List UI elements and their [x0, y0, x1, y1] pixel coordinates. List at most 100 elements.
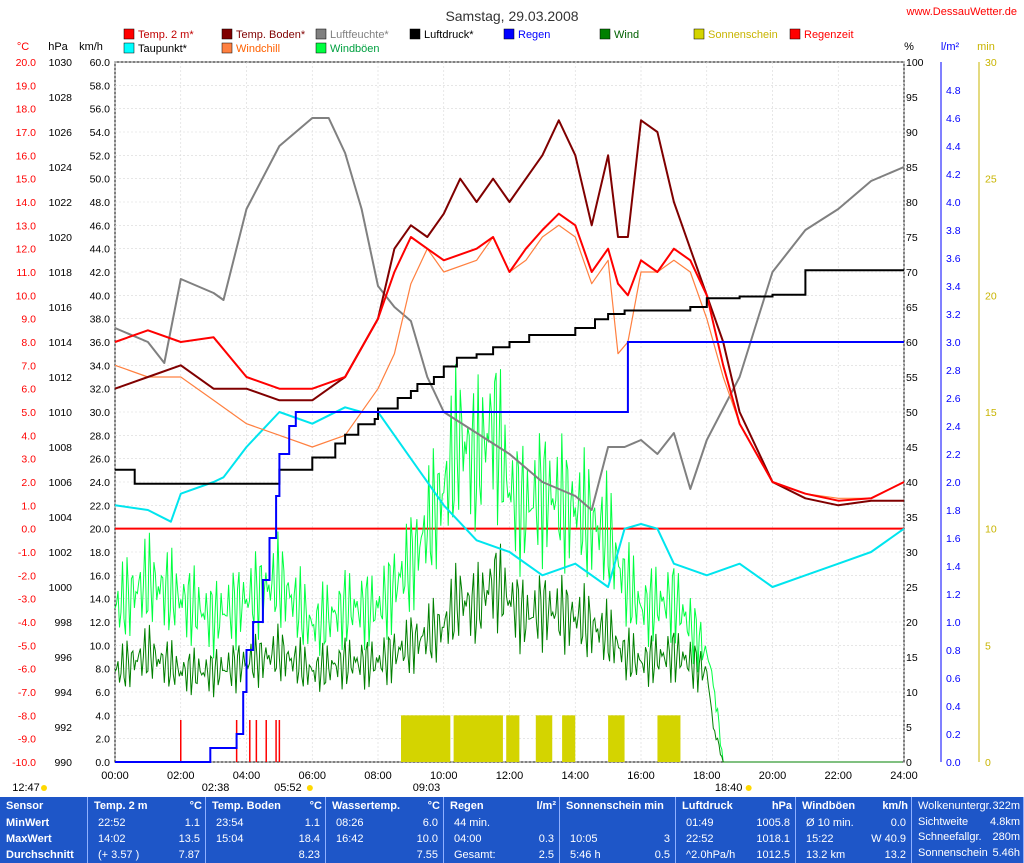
y-tick-wind: 4.0	[95, 710, 110, 722]
y-tick-temp: 7.0	[21, 360, 36, 372]
y-tick-humidity: 75	[906, 232, 918, 244]
x-tick-label: 20:00	[759, 770, 787, 782]
table-cell-label: (+ 3.57 )	[98, 849, 140, 861]
table-cell-value: 10.0	[416, 833, 438, 845]
y-tick-humidity: 5	[906, 722, 912, 734]
y-tick-pressure: 998	[54, 617, 72, 629]
y-tick-temp: 10.0	[16, 290, 37, 302]
x-tick-label: 18:00	[693, 770, 721, 782]
table-cell-value: 7.87	[178, 849, 200, 861]
table-header-unit: km/h	[882, 800, 908, 812]
y-tick-temp: -1.0	[18, 547, 36, 559]
y-tick-wind: 38.0	[90, 314, 111, 326]
table-block	[444, 797, 560, 863]
y-tick-wind: 36.0	[90, 337, 111, 349]
marker-moon: 12:47	[12, 782, 40, 794]
y-tick-rain: 2.0	[946, 477, 961, 489]
y-tick-wind: 46.0	[90, 220, 111, 232]
y-tick-humidity: 70	[906, 267, 918, 279]
y-tick-humidity: 65	[906, 302, 918, 314]
marker-event2: 09:03	[413, 782, 441, 794]
legend-swatch	[409, 28, 421, 40]
y-tick-rain: 2.4	[946, 421, 961, 433]
website-label[interactable]: www.DessauWetter.de	[906, 6, 1017, 18]
y-tick-pressure: 1018	[49, 267, 73, 279]
legend-swatch	[693, 28, 705, 40]
y-tick-temp: 16.0	[16, 150, 37, 162]
y-tick-wind: 2.0	[95, 734, 110, 746]
table-cell-label: 44 min.	[454, 817, 491, 829]
pressure-series	[115, 269, 904, 485]
y-tick-rain: 1.0	[946, 617, 961, 629]
legend-label: Windchill	[236, 43, 280, 55]
dewpoint-series	[114, 406, 905, 588]
rain-series	[115, 341, 904, 763]
table-cell-value: 18.4	[298, 833, 320, 845]
legend-swatch	[221, 28, 233, 40]
y-tick-temp: 5.0	[21, 407, 36, 419]
table-cell-label: 08:26	[336, 817, 364, 829]
x-tick-label: 02:00	[167, 770, 195, 782]
y-tick-temp: 4.0	[21, 430, 36, 442]
axis-unit-label: %	[904, 41, 914, 53]
y-tick-temp: 12.0	[16, 244, 37, 256]
y-tick-humidity: 0	[906, 757, 912, 769]
x-tick-label: 08:00	[364, 770, 392, 782]
table-row-label: MaxWert	[6, 833, 52, 845]
y-tick-humidity: 25	[906, 582, 918, 594]
legend-label: Windböen	[330, 43, 380, 55]
y-tick-rain: 2.8	[946, 365, 961, 377]
x-tick-label: 16:00	[627, 770, 655, 782]
y-tick-rain: 4.0	[946, 197, 961, 209]
legend-swatch	[599, 28, 611, 40]
y-tick-wind: 18.0	[90, 547, 111, 559]
y-tick-pressure: 1006	[49, 477, 73, 489]
axis-unit-label: km/h	[79, 41, 103, 53]
legend-label: Wind	[614, 29, 639, 41]
extra-label: Wolkenuntergr.	[918, 800, 992, 812]
y-tick-wind: 0.0	[95, 757, 110, 769]
y-tick-temp: -6.0	[18, 664, 36, 676]
x-tick-label: 12:00	[496, 770, 524, 782]
y-axes: 20.0 19.0 18.0 17.0 16.0 15.0 14.0 13.0 12.0 11.0…	[12, 57, 997, 769]
sunshine-bar	[453, 715, 503, 762]
y-tick-rain: 2.2	[946, 449, 961, 461]
y-tick-wind: 40.0	[90, 290, 111, 302]
table-block	[0, 797, 88, 863]
y-tick-wind: 26.0	[90, 454, 111, 466]
table-cell-label: 22:52	[686, 833, 714, 845]
y-tick-sun: 25	[985, 174, 997, 186]
y-tick-rain: 1.2	[946, 589, 961, 601]
table-cell-value: 13.2	[884, 849, 906, 861]
y-tick-temp: -2.0	[18, 570, 36, 582]
y-tick-temp: 17.0	[16, 127, 37, 139]
y-tick-rain: 3.4	[946, 281, 961, 293]
y-tick-temp: -3.0	[18, 594, 36, 606]
extra-value: 280m	[992, 831, 1020, 843]
y-tick-wind: 48.0	[90, 197, 111, 209]
y-tick-temp: 20.0	[16, 57, 37, 69]
legend-swatch	[503, 28, 515, 40]
sunshine-bar	[535, 715, 553, 762]
summary-table: Sensor Temp. 2 m °C Temp. Boden °C Wassertemp…	[0, 797, 1024, 863]
y-tick-humidity: 20	[906, 617, 918, 629]
temp-series	[114, 212, 905, 502]
y-tick-humidity: 15	[906, 652, 918, 664]
legend-label: Regen	[518, 29, 550, 41]
y-tick-wind: 60.0	[90, 57, 111, 69]
table-cell-value: 1.1	[304, 817, 320, 829]
y-tick-wind: 12.0	[90, 617, 111, 629]
y-tick-temp: 15.0	[16, 174, 37, 186]
legend-swatch	[221, 42, 233, 54]
y-tick-pressure: 1014	[49, 337, 73, 349]
table-block	[560, 797, 676, 863]
table-cell-label: ^2.0hPa/h	[686, 849, 736, 861]
y-tick-wind: 50.0	[90, 174, 111, 186]
legend-swatch	[315, 42, 327, 54]
y-tick-sun: 5	[985, 640, 991, 652]
table-cell-value: 1018.1	[756, 833, 790, 845]
x-tick-label: 06:00	[298, 770, 326, 782]
y-tick-pressure: 1000	[49, 582, 73, 594]
extra-value: 322m	[992, 800, 1020, 812]
y-tick-pressure: 1012	[49, 372, 73, 384]
